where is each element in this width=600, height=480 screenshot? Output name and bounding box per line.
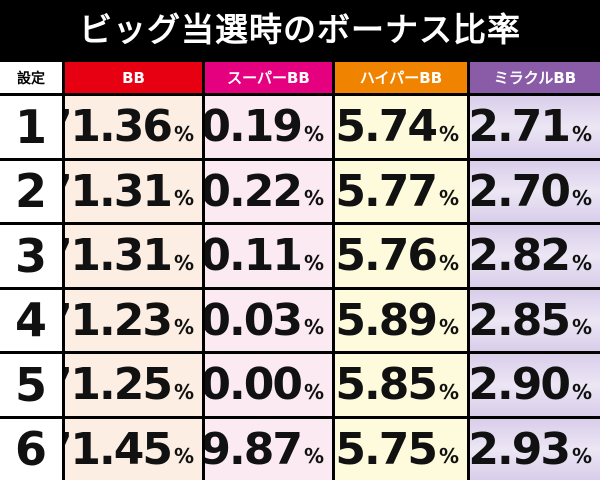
rate-cell: 71.31%	[65, 225, 202, 287]
title: ビッグ当選時のボーナス比率	[79, 10, 521, 49]
rate-cell: 5.89%	[335, 289, 467, 351]
setting-cell: 5	[0, 354, 62, 416]
setting-cell: 3	[0, 225, 62, 287]
setting-cell: 4	[0, 289, 62, 351]
rate-cell: 2.70%	[470, 160, 600, 222]
rate-cell: 19.87%	[205, 418, 332, 480]
header-cell: BB	[65, 62, 202, 93]
rate-cell: 20.00%	[205, 354, 332, 416]
rate-cell: 20.22%	[205, 160, 332, 222]
setting-cell: 6	[0, 418, 62, 480]
rate-cell: 2.90%	[470, 354, 600, 416]
rate-cell: 71.45%	[65, 418, 202, 480]
header-cell: ハイパーBB	[335, 62, 467, 93]
rate-cell: 5.77%	[335, 160, 467, 222]
rate-cell: 5.85%	[335, 354, 467, 416]
rate-cell: 71.25%	[65, 354, 202, 416]
rate-cell: 2.71%	[470, 96, 600, 158]
setting-cell: 2	[0, 160, 62, 222]
rate-cell: 2.85%	[470, 289, 600, 351]
header-cell: スーパーBB	[205, 62, 332, 93]
header-cell: ミラクルBB	[470, 62, 600, 93]
rate-cell: 5.75%	[335, 418, 467, 480]
rate-cell: 20.11%	[205, 225, 332, 287]
header-cell: 設定	[0, 62, 62, 93]
setting-cell: 1	[0, 96, 62, 158]
rate-cell: 5.74%	[335, 96, 467, 158]
rate-cell: 71.31%	[65, 160, 202, 222]
rate-cell: 20.19%	[205, 96, 332, 158]
rate-cell: 2.93%	[470, 418, 600, 480]
rate-cell: 71.36%	[65, 96, 202, 158]
rate-cell: 71.23%	[65, 289, 202, 351]
rate-cell: 20.03%	[205, 289, 332, 351]
rate-cell: 2.82%	[470, 225, 600, 287]
rate-cell: 5.76%	[335, 225, 467, 287]
